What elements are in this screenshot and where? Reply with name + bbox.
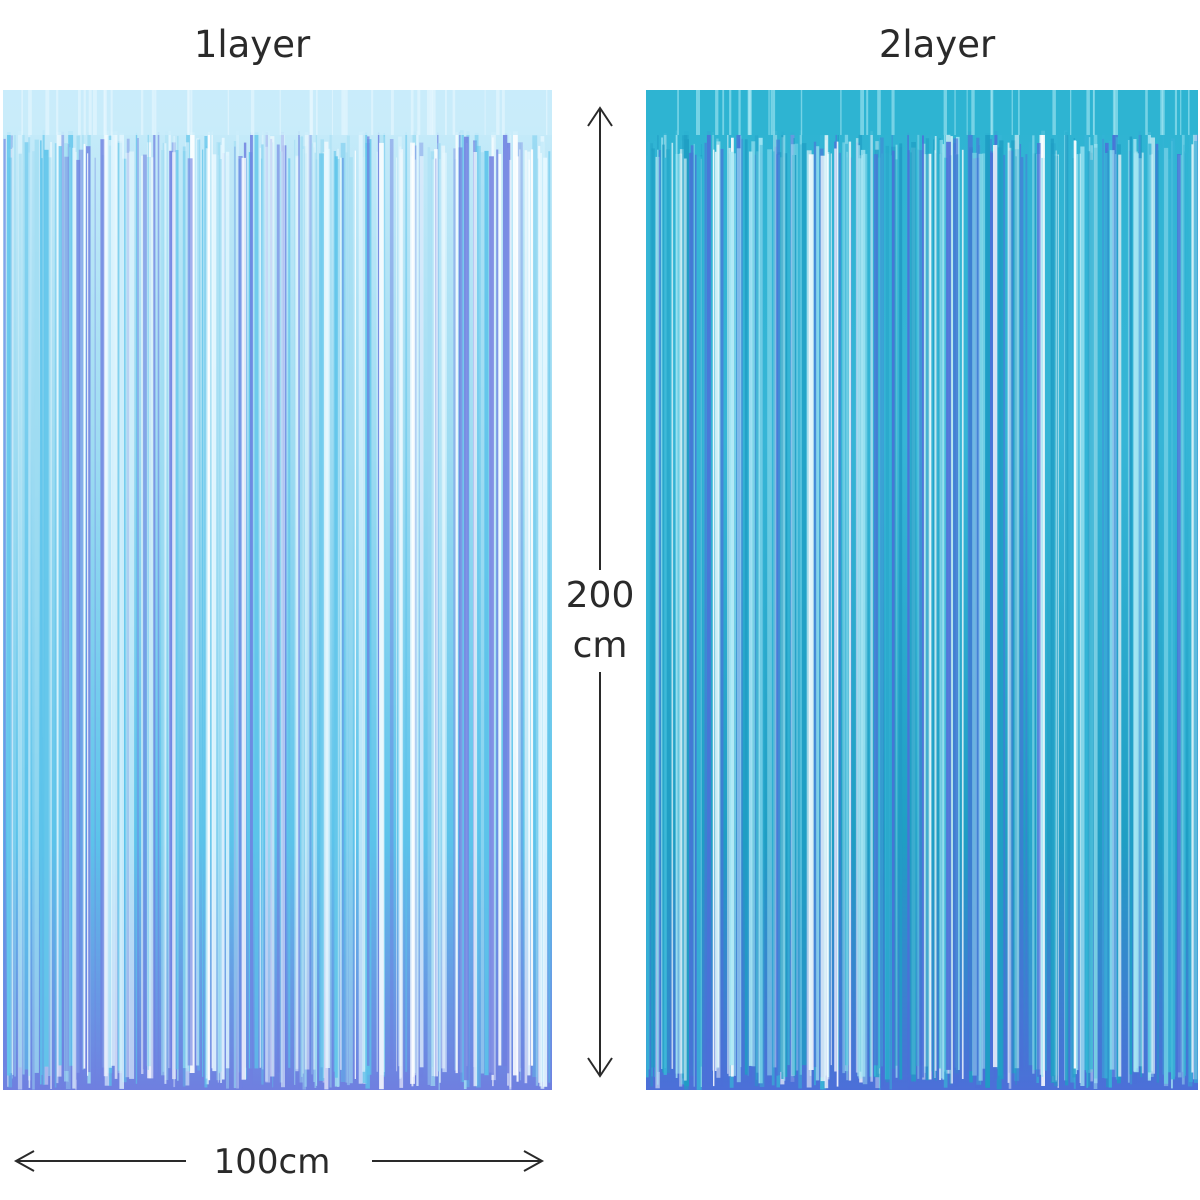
double-layer-curtain-image — [646, 90, 1198, 1090]
panel-2-label: 2layer — [878, 23, 996, 66]
single-layer-curtain-image — [3, 90, 552, 1090]
height-dimension-unit: cm — [570, 625, 630, 666]
panel-1-label: 1layer — [193, 23, 311, 66]
height-dimension-value: 200 — [563, 575, 637, 616]
width-dimension-label: 100cm — [213, 1142, 331, 1182]
